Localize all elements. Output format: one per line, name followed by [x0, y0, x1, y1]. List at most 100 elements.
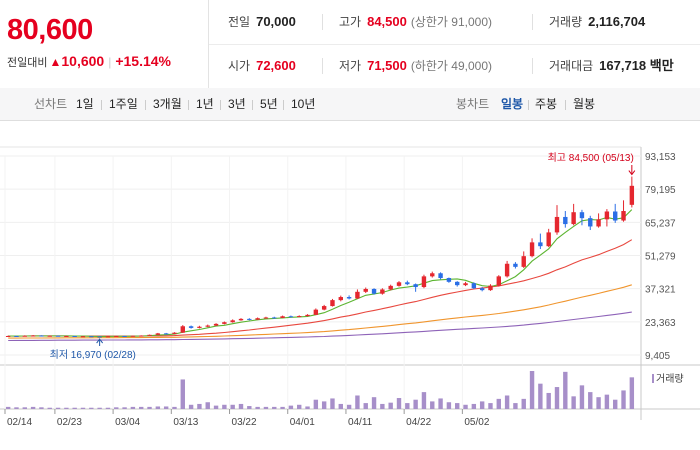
- price-box: 80,600 전일대비 ▲10,600 | +15.14%: [0, 0, 209, 88]
- candle-body: [588, 218, 593, 227]
- volume-bar: [163, 406, 169, 409]
- candle-body: [22, 335, 27, 337]
- tab-1-week[interactable]: 1주일: [109, 97, 138, 111]
- candle-body: [280, 316, 285, 318]
- chart-annotations: 최고 84,500 (05/13) 최저 16,970 (02/28): [50, 152, 636, 361]
- tab-3-months[interactable]: 3개월: [153, 97, 182, 111]
- low-annotation: 최저 16,970 (02/28): [50, 349, 136, 361]
- tab-10-years[interactable]: 10년: [291, 97, 316, 111]
- tab-weekly[interactable]: 주봉: [535, 97, 558, 111]
- volume-bar: [22, 407, 27, 409]
- volume-bar: [629, 377, 635, 409]
- x-tick-label: 04/01: [290, 417, 315, 428]
- day-low: 저가 71,500 (하한가 49,000): [339, 58, 493, 73]
- stats-row-2: 시가 72,600 저가 71,500 (하한가 49,000) 거래대금 167,71…: [209, 44, 700, 88]
- volume-bar: [496, 398, 501, 409]
- x-tick-label: 03/22: [232, 417, 257, 428]
- volume-bar: [405, 403, 410, 409]
- y-tick-label: 23,363: [645, 318, 676, 329]
- volume-bar: [538, 383, 543, 409]
- volume-bar: [122, 407, 127, 409]
- candle-body: [396, 282, 402, 286]
- tab-1-day[interactable]: 1일: [76, 97, 94, 111]
- candle-body: [579, 212, 585, 219]
- chart-period-tabs: 선차트 1일 1주일 3개월 1년 3년 5년 10년 봉차트 일봉 주봉 월봉: [0, 88, 700, 121]
- current-price: 80,600: [7, 14, 93, 46]
- candle-body: [130, 335, 136, 337]
- volume-bar: [139, 406, 144, 409]
- volume-bar: [247, 406, 252, 409]
- volume-bar: [438, 398, 443, 409]
- change-rate: +15.14%: [115, 53, 171, 69]
- candle-body: [421, 276, 427, 288]
- volume-bar: [155, 406, 161, 409]
- volume-bar: [147, 406, 152, 409]
- candle-body: [563, 216, 568, 225]
- y-tick-label: 79,195: [645, 185, 676, 196]
- chart-background: [0, 140, 700, 450]
- volume-bar: [430, 401, 435, 409]
- volume-bar: [588, 392, 593, 409]
- volume-bar: [297, 404, 302, 409]
- candle-body: [604, 211, 610, 220]
- candle-body: [479, 288, 485, 291]
- volume-bar: [529, 371, 535, 409]
- volume-bar: [172, 406, 177, 409]
- chart-grid: [0, 146, 700, 420]
- candle-body: [55, 335, 61, 337]
- volume-bar: [114, 407, 119, 409]
- candle-body: [205, 325, 210, 327]
- candle-body: [288, 316, 294, 318]
- candle-body: [529, 242, 535, 257]
- stats-row-1: 전일 70,000 고가 84,500 (상한가 91,000) 거래량 2,116,7…: [209, 0, 700, 45]
- candle-body: [355, 291, 360, 299]
- volume-bar: [596, 397, 601, 409]
- candle-body: [247, 318, 252, 320]
- volume-bar: [130, 406, 136, 409]
- tab-5-years[interactable]: 5년: [260, 97, 278, 111]
- volume-bar: [321, 401, 327, 409]
- candle-body: [596, 219, 601, 227]
- candle-body: [446, 278, 452, 282]
- candle-body: [30, 335, 36, 337]
- y-tick-label: 93,153: [645, 152, 676, 163]
- candle-body: [496, 276, 501, 286]
- volume-bar: [513, 403, 518, 409]
- tab-3-years[interactable]: 3년: [228, 97, 246, 111]
- candle-body: [463, 283, 468, 286]
- volume-bar: [488, 403, 493, 409]
- volume-bar: [380, 403, 385, 409]
- candle-body: [213, 323, 219, 326]
- candle-body: [471, 283, 477, 289]
- volume-bar: [213, 405, 219, 409]
- y-tick-label: 9,405: [645, 351, 670, 362]
- candle-body: [230, 320, 235, 323]
- candle-body: [139, 335, 144, 337]
- candle-body: [388, 285, 393, 290]
- candle-body: [513, 263, 518, 267]
- candle-body: [97, 336, 102, 338]
- volume-bar: [30, 406, 36, 409]
- volume-legend-label: 거래량: [656, 373, 684, 385]
- volume-bar: [455, 403, 460, 409]
- candle-body: [163, 333, 169, 335]
- volume-bar: [413, 399, 418, 409]
- candle-body: [5, 336, 11, 338]
- tab-1-year[interactable]: 1년: [196, 97, 214, 111]
- tab-daily[interactable]: 일봉: [501, 97, 524, 111]
- volume-bar: [263, 406, 269, 409]
- candle-body: [613, 211, 618, 221]
- volume-bar: [371, 397, 377, 409]
- candle-body: [172, 332, 177, 334]
- volume-bar: [421, 392, 427, 409]
- quote-panel: 80,600 전일대비 ▲10,600 | +15.14% 전일 70,000 고가 84…: [0, 0, 700, 89]
- candle-body: [105, 336, 111, 338]
- candle-body: [222, 322, 227, 324]
- candle-body: [47, 335, 52, 337]
- tab-monthly[interactable]: 월봉: [573, 97, 596, 111]
- volume-bar: [305, 406, 310, 409]
- volume-bar: [313, 399, 319, 409]
- volume-bar: [504, 395, 510, 409]
- volume-bar: [396, 398, 402, 409]
- candle-body: [538, 242, 543, 247]
